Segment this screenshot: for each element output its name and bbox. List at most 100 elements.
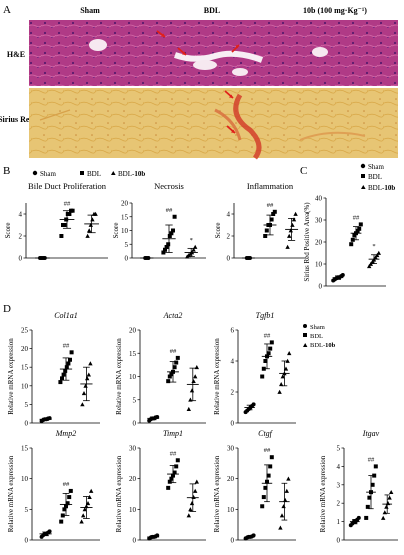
chart4-bdl-point-4 [355, 229, 360, 233]
chart6-bdl-point-4 [172, 365, 177, 370]
chart9-bdl-point-0 [166, 485, 171, 490]
chart3-bdl10b-point-0 [285, 244, 290, 249]
chart3-bdl-point-0 [263, 234, 268, 238]
chart8-bdl10b-point-5 [87, 494, 92, 499]
chart7-ylabel: Relative mRNA expression [213, 338, 221, 415]
chart10-bdl10b-point-2 [281, 504, 286, 509]
panel-label-b: B [3, 165, 10, 177]
chart2-bdl-point-0 [161, 250, 166, 255]
chart7-bdl-point-5 [268, 346, 273, 351]
chart1-annotation-hash: ## [64, 201, 71, 208]
chart5-bdl10b-point-4 [86, 372, 91, 377]
chart8-ytick-label-0: 0 [25, 537, 29, 545]
chart8-ytick-label-2: 10 [21, 475, 29, 483]
chart8-bdl-point-2 [62, 507, 67, 512]
chart7-bdl10b-point-1 [279, 382, 284, 387]
chart3-title: Inflammation [247, 181, 294, 191]
chart9-bdl10b-point-0 [186, 513, 191, 518]
histology-col-sham: Sham [80, 6, 100, 15]
chart10-bdl-point-2 [263, 485, 268, 490]
legend-d-bdl10b-marker [303, 343, 308, 347]
chart2-bdl-point-7 [172, 214, 177, 219]
legend-c-bdl-label: BDL [368, 173, 382, 181]
histology-row-he: H&E [7, 50, 25, 59]
chart7-bdl10b-point-4 [283, 366, 289, 371]
chart7-ytick-label-3: 6 [231, 327, 235, 335]
chart5-annotation-hash: ## [63, 342, 70, 349]
chart2-ylabel: Score [112, 223, 120, 239]
chart11-bdl-point-5 [372, 473, 377, 478]
chart3-ytick-label-2: 4 [227, 211, 231, 219]
chart9-bdl-point-5 [174, 464, 179, 469]
legend-d-sham-label: Sham [310, 324, 325, 331]
chart9-bdl-point-4 [172, 470, 177, 475]
chart7-annotation-hash: ## [264, 332, 271, 339]
chart3-bdl10b-point-2 [288, 228, 293, 233]
chart9-annotation-hash: ## [170, 450, 177, 457]
chart3-bdl10b-point-4 [291, 217, 297, 222]
chart4-ytick-label-4: 40 [315, 195, 323, 203]
chart8-bdl10b-point-4 [85, 501, 91, 506]
chart6-ytick-label-0: 0 [133, 420, 137, 428]
chart11-bdl10b-point-4 [387, 495, 392, 500]
chart2-ytick-label-3: 15 [121, 213, 129, 221]
chart5-bdl-point-4 [64, 365, 69, 370]
chart4-annotation-hash: ## [353, 214, 360, 221]
chart8-bdl-point-0 [59, 519, 64, 524]
chart2-annotation-hash: ## [166, 207, 173, 214]
he-sham-image [29, 20, 152, 86]
chart11-ytick-label-0: 0 [337, 537, 341, 545]
legend-b-sham-marker [32, 170, 38, 176]
chart10-annotation-hash: ## [264, 447, 271, 454]
chart11-sham-point-5 [356, 515, 361, 520]
chart10-ytick-label-0: 0 [231, 537, 235, 545]
chart1-bdl-point-2 [62, 223, 67, 227]
chart9-bdl-point-6 [175, 458, 180, 463]
chart7-bdl-point-2 [263, 359, 268, 363]
chart10-bdl10b-point-4 [284, 488, 289, 493]
chart1-title: Bile Duct Proliferation [28, 181, 107, 191]
chart9-bdl10b-point-2 [189, 501, 195, 506]
chart5-title: Col1a1 [54, 311, 78, 320]
chart5-bdl-point-1 [60, 376, 64, 381]
legend-b-sham-label: Sham [40, 170, 57, 178]
legend-b-bdl10b-marker [111, 171, 116, 175]
chart6-bdl-point-6 [175, 355, 180, 360]
chart9-bdl10b-point-5 [194, 479, 199, 484]
chart11-bdl-point-0 [364, 515, 369, 520]
chart4-bdl10b-point-0 [367, 264, 372, 269]
chart2-bdl-point-1 [163, 247, 167, 252]
legend-c-bdl10b-label: BDL-10b [368, 184, 395, 192]
chart2-bdl-point-6 [171, 228, 175, 233]
chart5-bdl-point-6 [68, 357, 72, 362]
legend-c-bdl10b-marker [361, 185, 366, 189]
histology-row-sirius: Sirius Red [0, 115, 34, 124]
chart11-ytick-label-2: 2 [337, 500, 341, 508]
chart8-bdl-point-5 [67, 495, 72, 500]
chart6-bdl-point-5 [174, 360, 179, 365]
chart9-bdl10b-point-1 [188, 507, 193, 512]
chart9-sham-point-5 [155, 533, 160, 538]
chart4-ylabel: Sirius Red Positive Area(%) [303, 202, 311, 282]
chart6-ytick-label-3: 15 [129, 350, 137, 358]
chart11-title: Itgav [362, 429, 380, 438]
chart3-ylabel: Score [214, 223, 222, 239]
chart6-bdl-point-0 [166, 379, 171, 384]
chart8-ytick-label-3: 15 [21, 445, 29, 453]
legend-b-bdl10b-label: BDL-10b [118, 170, 145, 178]
panel-label-c: C [300, 165, 307, 177]
chart9-title: Timp1 [163, 429, 183, 438]
legend-d-bdl-label: BDL [310, 333, 323, 340]
chart1-ytick-label-1: 2 [19, 233, 23, 241]
legend-d-sham-marker [303, 324, 307, 328]
chart4-ytick-label-3: 30 [315, 217, 323, 225]
chart6-bdl10b-point-2 [189, 388, 195, 393]
chart11-bdl-point-4 [370, 482, 375, 487]
chart11-bdl10b-point-5 [389, 489, 394, 495]
sirius-sham-image [29, 88, 152, 158]
chart7-bdl10b-point-2 [280, 374, 285, 379]
chart5-ylabel: Relative mRNA expression [7, 338, 15, 415]
chart4-bdl10b-point-6 [376, 250, 381, 255]
